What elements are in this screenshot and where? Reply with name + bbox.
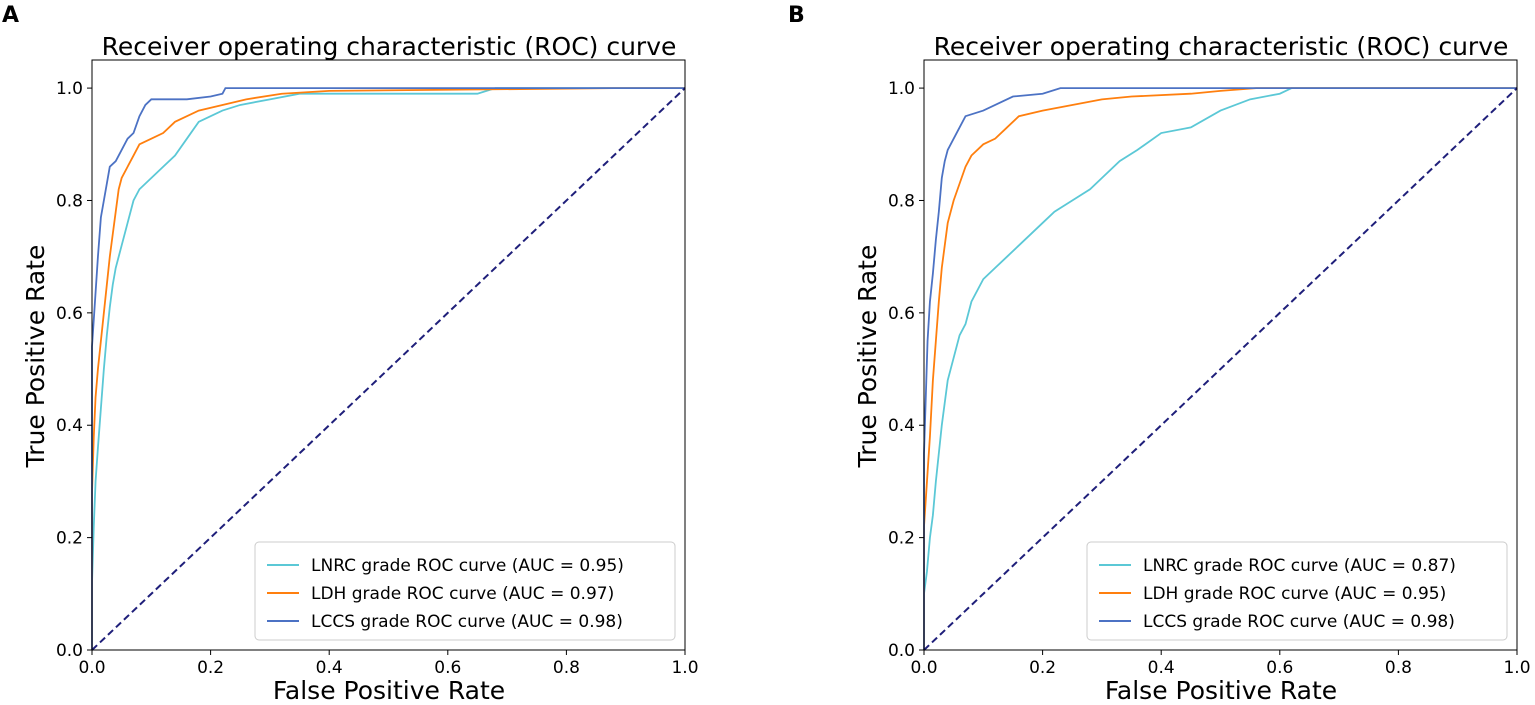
y-tick-label-b-2: 0.4 <box>888 416 915 436</box>
x-tick-label-b-1: 0.2 <box>1029 658 1056 678</box>
y-tick-label-a-2: 0.4 <box>56 416 83 436</box>
chart-title-a: Receiver operating characteristic (ROC) … <box>102 32 677 61</box>
x-tick-label-a-1: 0.2 <box>197 658 224 678</box>
panel-b: B Receiver operating characteristic (ROC… <box>788 3 1531 705</box>
series-line-1-a <box>91 87 685 650</box>
legend-box-a <box>254 541 676 641</box>
axes-frame-a <box>91 59 686 651</box>
chance-diagonal-line-b <box>923 87 1518 651</box>
x-axis-label-b: False Positive Rate <box>1105 676 1337 705</box>
y-tick-label-b-3: 0.6 <box>888 304 915 324</box>
y-axis-label-a: True Positive Rate <box>21 245 50 469</box>
legend-label-b-2: LCCS grade ROC curve (AUC = 0.98) <box>1143 612 1455 632</box>
series-line-2-a <box>91 87 685 650</box>
y-tick-label-a-5: 1.0 <box>56 79 83 99</box>
series-line-2-b <box>923 87 1517 650</box>
legend-box-b <box>1086 541 1508 641</box>
series-line-1-b <box>923 87 1517 650</box>
chance-diagonal-line-a <box>91 87 686 651</box>
legend-label-b-0: LNRC grade ROC curve (AUC = 0.87) <box>1143 556 1456 576</box>
legend-label-a-1: LDH grade ROC curve (AUC = 0.97) <box>311 584 614 604</box>
legend-a: LNRC grade ROC curve (AUC = 0.95) LDH gra… <box>254 541 676 641</box>
x-tick-label-a-3: 0.6 <box>434 658 461 678</box>
legend-b: LNRC grade ROC curve (AUC = 0.87) LDH gra… <box>1086 541 1508 641</box>
y-tick-label-b-5: 1.0 <box>888 79 915 99</box>
panel-a: A Receiver operating characteristic (ROC… <box>2 3 699 705</box>
y-tick-label-b-0: 0.0 <box>888 641 915 661</box>
panel-label-b: B <box>788 3 805 28</box>
series-line-0-b <box>923 87 1517 650</box>
x-tick-label-b-4: 0.8 <box>1385 658 1412 678</box>
x-tick-label-a-0: 0.0 <box>78 658 105 678</box>
y-axis-label-b: True Positive Rate <box>853 245 882 469</box>
x-tick-label-b-0: 0.0 <box>910 658 937 678</box>
x-tick-label-a-5: 1.0 <box>671 658 698 678</box>
x-tick-label-b-3: 0.6 <box>1266 658 1293 678</box>
y-tick-label-b-1: 0.2 <box>888 529 915 549</box>
x-tick-label-a-4: 0.8 <box>553 658 580 678</box>
plot-area-a: 0.0 0.2 0.4 0.6 0.8 1.0 0.0 0.2 0.4 0.6 0.8 1.0 LNRC… <box>56 59 699 678</box>
y-tick-label-a-1: 0.2 <box>56 529 83 549</box>
x-tick-label-a-2: 0.4 <box>316 658 343 678</box>
y-tick-label-b-4: 0.8 <box>888 191 915 211</box>
legend-label-a-2: LCCS grade ROC curve (AUC = 0.98) <box>311 612 623 632</box>
x-tick-label-b-5: 1.0 <box>1503 658 1530 678</box>
panel-label-a: A <box>2 3 19 28</box>
legend-label-a-0: LNRC grade ROC curve (AUC = 0.95) <box>311 556 624 576</box>
x-axis-label-a: False Positive Rate <box>273 676 505 705</box>
chart-title-b: Receiver operating characteristic (ROC) … <box>934 32 1509 61</box>
y-tick-label-a-0: 0.0 <box>56 641 83 661</box>
legend-label-b-1: LDH grade ROC curve (AUC = 0.95) <box>1143 584 1446 604</box>
series-line-0-a <box>91 87 685 650</box>
plot-area-b: 0.0 0.2 0.4 0.6 0.8 1.0 0.0 0.2 0.4 0.6 0.8 1.0 LNRC… <box>888 59 1531 678</box>
y-tick-label-a-4: 0.8 <box>56 191 83 211</box>
y-tick-label-a-3: 0.6 <box>56 304 83 324</box>
axes-frame-b <box>923 59 1518 651</box>
x-tick-label-b-2: 0.4 <box>1148 658 1175 678</box>
